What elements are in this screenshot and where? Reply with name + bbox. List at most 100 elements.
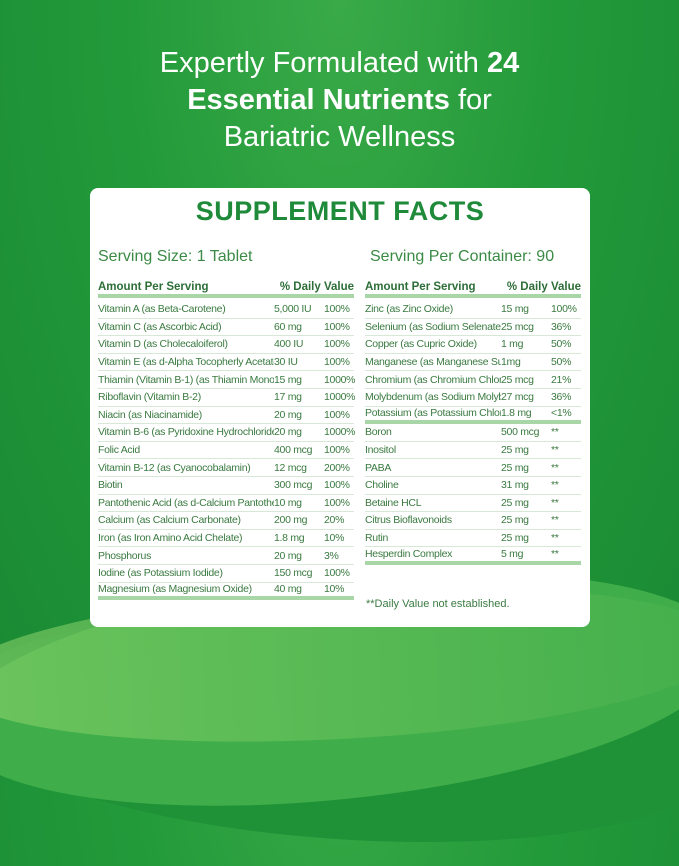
nutrient-name: Selenium (as Sodium Selenate) [365, 320, 501, 333]
nutrient-amount: 20 mg [274, 426, 302, 439]
nutrient-row: Vitamin C (as Ascorbic Acid) 60 mg 100% [98, 319, 354, 337]
nutrient-name: Inositol [365, 444, 396, 457]
daily-value: 100% [324, 303, 350, 316]
nutrient-row: Citrus Bioflavonoids 25 mg ** [365, 512, 581, 530]
nutrient-name: Molybdenum (as Sodium Molybdate) [365, 391, 501, 404]
nutrient-name: Vitamin B-12 (as Cyanocobalamin) [98, 461, 251, 474]
daily-value: ** [551, 496, 559, 509]
daily-value: 100% [324, 338, 350, 351]
nutrient-name: Vitamin E (as d-Alpha Tocopherly Acetate… [98, 356, 274, 369]
nutrient-row: Copper (as Cupric Oxide) 1 mg 50% [365, 336, 581, 354]
dv-header: % Daily Value [279, 281, 354, 293]
nutrient-row: PABA 25 mg ** [365, 459, 581, 477]
headline-text: Bariatric Wellness [223, 121, 456, 153]
nutrient-amount: 17 mg [274, 391, 302, 404]
nutrient-amount: 150 mcg [274, 567, 313, 580]
nutrient-row: Vitamin B-12 (as Cyanocobalamin) 12 mcg 20… [98, 459, 354, 477]
nutrient-row: Vitamin A (as Beta-Carotene) 5,000 IU 100% [98, 301, 354, 319]
daily-value: ** [551, 479, 559, 492]
nutrient-row: Vitamin D (as Cholecaloiferol) 400 IU 100% [98, 336, 354, 354]
nutrient-row: Iron (as Iron Amino Acid Chelate) 1.8 mg 1… [98, 530, 354, 548]
nutrient-row: Riboflavin (Vitamin B-2) 17 mg 1000% [98, 389, 356, 407]
nutrient-name: Chromium (as Chromium Chloride) [365, 373, 501, 386]
daily-value: ** [551, 548, 559, 561]
daily-value: 21% [551, 373, 572, 386]
nutrient-row: Potassium (as Potassium Chloride)1.8 mg <… [365, 407, 581, 425]
nutrient-name: Calcium (as Calcium Carbonate) [98, 514, 241, 527]
nutrient-amount: 25 mg [501, 514, 529, 527]
daily-value: 1000% [324, 373, 356, 386]
nutrient-amount: 25 mg [501, 461, 529, 474]
footnote: **Daily Value not established. [366, 598, 510, 610]
nutrient-row: Iodine (as Potassium Iodide) 150 mcg 100% [98, 565, 354, 583]
daily-value: 100% [324, 567, 350, 580]
nutrient-row: Choline 31 mg ** [365, 477, 581, 495]
nutrient-name: Vitamin A (as Beta-Carotene) [98, 303, 226, 316]
nutrient-row: Manganese (as Manganese Sulfate)1mg 50% [365, 354, 581, 372]
nutrient-row: Boron 500 mcg ** [365, 424, 581, 442]
nutrient-amount: 25 mcg [501, 373, 534, 386]
nutrient-name: Boron [365, 426, 392, 439]
nutrient-name: Vitamin C (as Ascorbic Acid) [98, 320, 222, 333]
nutrient-amount: 20 mg [274, 408, 302, 421]
nutrient-row: Selenium (as Sodium Selenate) 25 mcg 36% [365, 319, 581, 337]
nutrient-name: Choline [365, 479, 399, 492]
nutrient-name: Thiamin (Vitamin B-1) (as Thiamin Mononi… [98, 373, 274, 386]
nutrient-name: Copper (as Cupric Oxide) [365, 338, 477, 351]
nutrient-amount: 5 mg [501, 548, 524, 561]
nutrient-row: Vitamin B-6 (as Pyridoxine Hydrochloride… [98, 424, 356, 442]
column-header: Amount Per Serving % Daily Value [365, 281, 581, 298]
nutrient-amount: 27 mcg [501, 391, 534, 404]
nutrient-amount: 500 mcg [501, 426, 540, 439]
nutrient-amount: 31 mg [501, 479, 529, 492]
nutrient-name: Citrus Bioflavonoids [365, 514, 452, 527]
nutrient-name: Iodine (as Potassium Iodide) [98, 567, 223, 580]
daily-value: ** [551, 514, 559, 527]
daily-value: ** [551, 461, 559, 474]
right-column: Amount Per Serving % Daily Value Zinc (as… [365, 281, 581, 565]
daily-value: 200% [324, 461, 350, 474]
amount-header: Amount Per Serving [98, 281, 209, 293]
nutrient-row: Chromium (as Chromium Chloride)25 mcg 21% [365, 371, 581, 389]
nutrient-amount: 300 mcg [274, 479, 313, 492]
left-column: Amount Per Serving % Daily Value Vitamin … [98, 281, 356, 601]
nutrient-amount: 40 mg [274, 583, 302, 596]
nutrient-name: Zinc (as Zinc Oxide) [365, 303, 453, 316]
nutrient-row: Biotin 300 mcg 100% [98, 477, 354, 495]
nutrient-name: Riboflavin (Vitamin B-2) [98, 391, 201, 404]
nutrient-name: Magnesium (as Magnesium Oxide) [98, 583, 252, 596]
daily-value: ** [551, 444, 559, 457]
headline-text: for [449, 84, 492, 116]
nutrient-name: Vitamin D (as Cholecaloiferol) [98, 338, 228, 351]
headline: Expertly Formulated with 24 Essential Nu… [0, 45, 679, 156]
headline-bold: 24 [486, 47, 520, 79]
nutrient-name: Iron (as Iron Amino Acid Chelate) [98, 532, 243, 545]
daily-value: 100% [324, 444, 350, 457]
panel-title: SUPPLEMENT FACTS [195, 196, 485, 226]
nutrient-amount: 15 mg [501, 303, 529, 316]
daily-value: 10% [324, 532, 345, 545]
daily-value: 100% [324, 408, 350, 421]
nutrient-row: Thiamin (Vitamin B-1) (as Thiamin Mononi… [98, 371, 356, 389]
daily-value: 1000% [324, 391, 356, 404]
nutrient-amount: 1mg [501, 356, 521, 369]
nutrient-row: Molybdenum (as Sodium Molybdate)27 mcg 36… [365, 389, 581, 407]
nutrient-row: Folic Acid 400 mcg 100% [98, 442, 354, 460]
nutrient-row: Hesperdin Complex 5 mg ** [365, 547, 581, 565]
nutrient-row: Zinc (as Zinc Oxide) 15 mg 100% [365, 301, 581, 319]
nutrient-amount: 1.8 mg [501, 407, 532, 420]
nutrient-amount: 10 mg [274, 496, 302, 509]
daily-value: 100% [551, 303, 577, 316]
daily-value: 20% [324, 514, 345, 527]
nutrient-amount: 30 IU [274, 356, 298, 369]
daily-value: <1% [551, 407, 572, 420]
nutrient-row: Magnesium (as Magnesium Oxide) 40 mg 10% [98, 583, 354, 601]
daily-value: 1000% [324, 426, 356, 439]
amount-header: Amount Per Serving [365, 281, 476, 293]
daily-value: 3% [324, 549, 339, 562]
daily-value: 100% [324, 496, 350, 509]
nutrient-amount: 60 mg [274, 320, 302, 333]
nutrient-name: Folic Acid [98, 444, 140, 457]
column-header: Amount Per Serving % Daily Value [98, 281, 354, 298]
nutrient-name: Biotin [98, 479, 123, 492]
